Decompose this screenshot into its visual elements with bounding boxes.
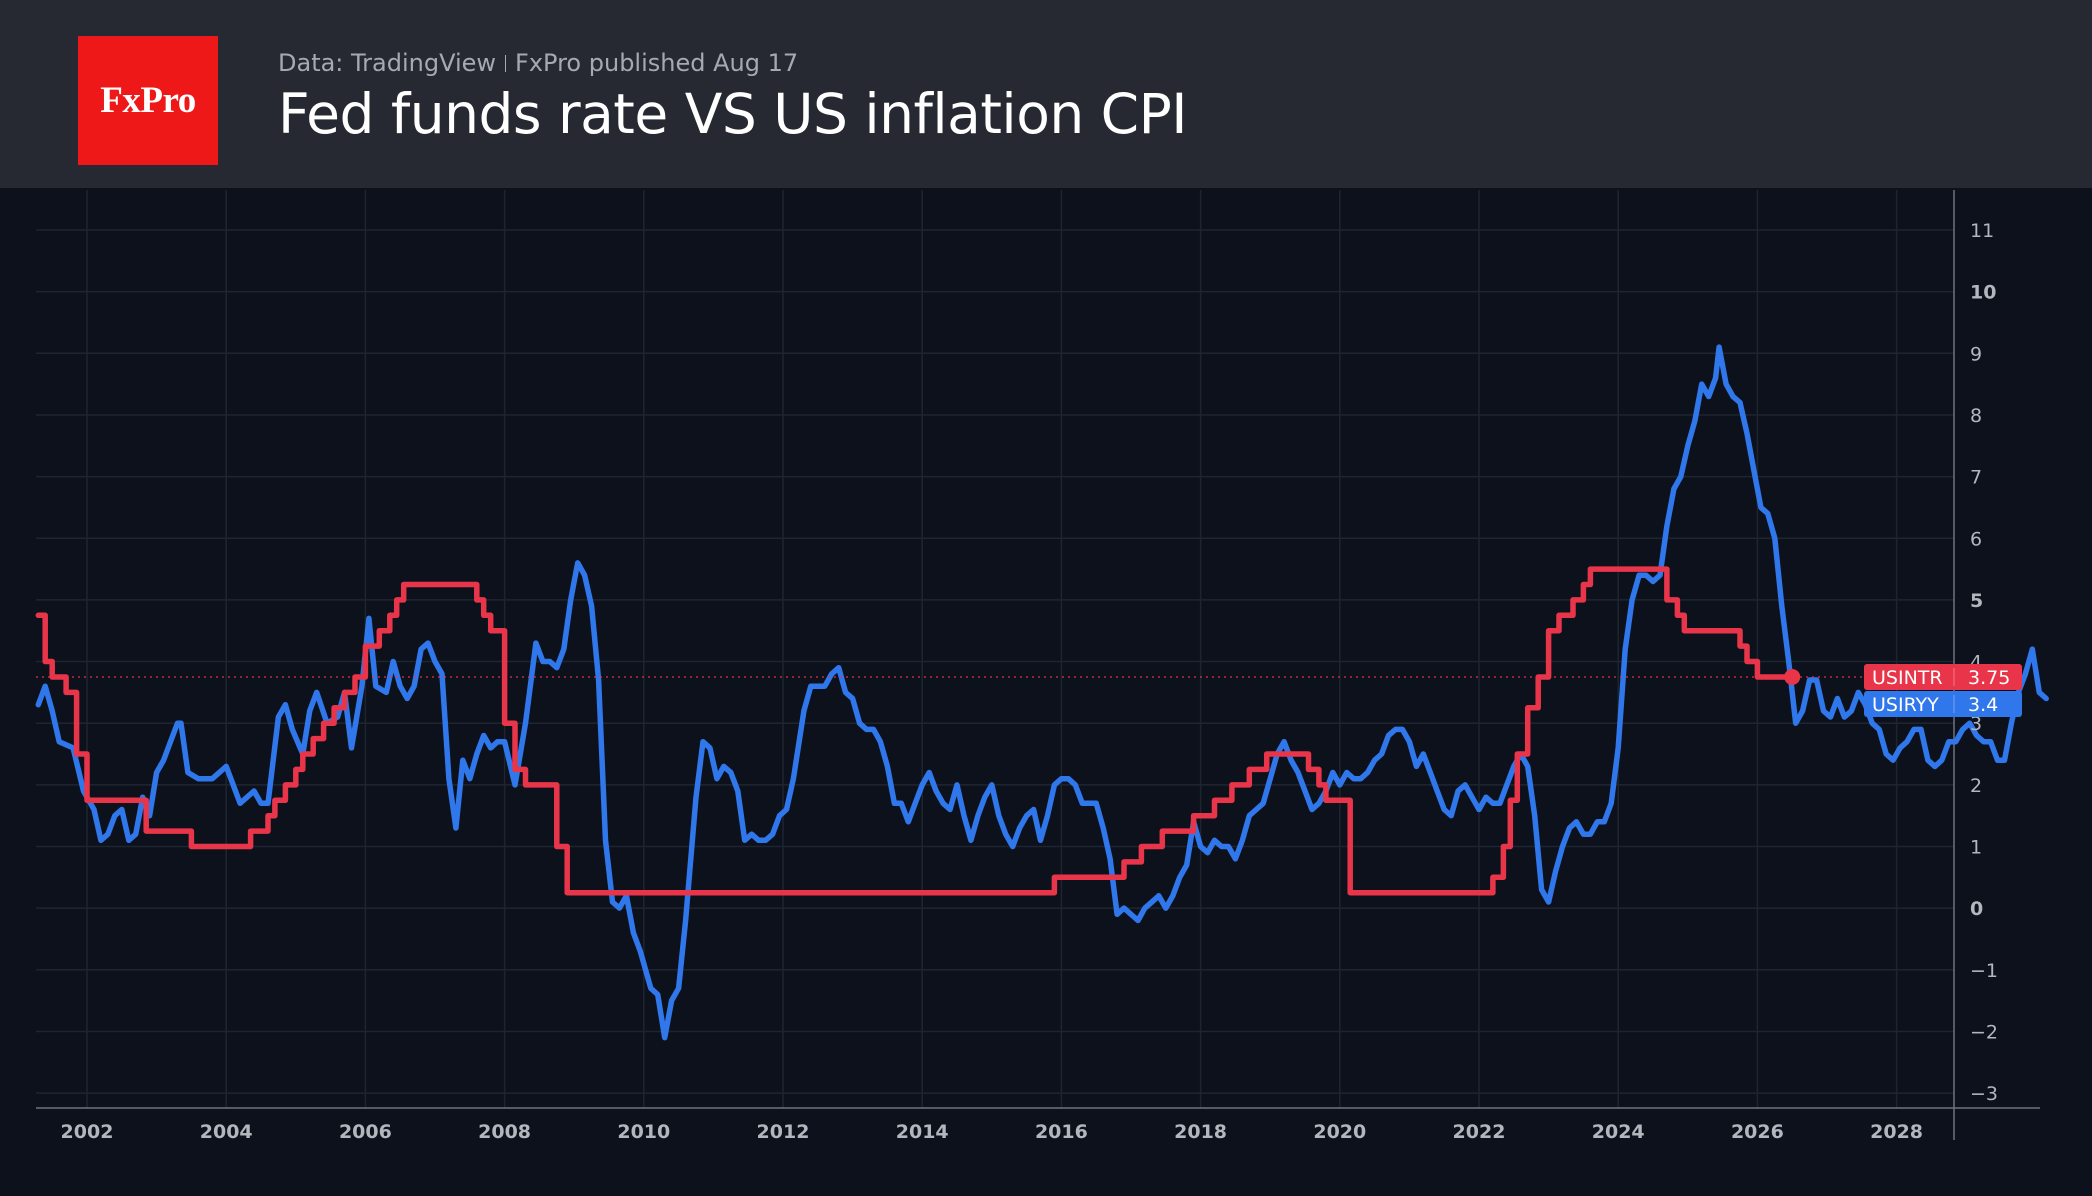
x-tick-label: 2018 (1174, 1121, 1227, 1143)
y-tick-label: 3 (1970, 713, 1982, 735)
x-tick-label: 2028 (1870, 1121, 1923, 1143)
series-lines (0, 190, 2049, 1108)
x-tick-label: 2008 (478, 1121, 531, 1143)
y-tick-label: 8 (1970, 405, 1982, 427)
series-line-usintr (35, 566, 1795, 896)
series-line-usiryy (35, 344, 2049, 1041)
x-tick-label: 2024 (1592, 1121, 1645, 1143)
chart-header: FxPro Data: TradingView FxPro published A… (0, 0, 2092, 188)
y-tick-label: 1 (1970, 837, 1982, 859)
x-tick-label: 2002 (61, 1121, 114, 1143)
y-tick-label: 11 (1970, 220, 1994, 242)
price-tag-value: 3.4 (1968, 694, 1998, 716)
chart-title: Fed funds rate VS US inflation CPI (278, 82, 1187, 146)
price-tag-value: 3.75 (1968, 667, 2010, 689)
x-tick-label: 2006 (339, 1121, 392, 1143)
data-source: Data: TradingView (278, 49, 497, 77)
axes (36, 190, 2040, 1140)
y-tick-label: −1 (1970, 960, 1998, 982)
published-note: FxPro published Aug 17 (515, 49, 799, 77)
y-tick-label: 5 (1970, 590, 1983, 612)
price-tag-usintr (1864, 663, 2022, 690)
y-tick-label: −3 (1970, 1083, 1998, 1105)
y-tick-label: −2 (1970, 1021, 1998, 1043)
chart-subtitle: Data: TradingView FxPro published Aug 17 (278, 49, 798, 77)
grid-lines (36, 190, 1954, 1108)
x-tick-label: 2016 (1035, 1121, 1088, 1143)
y-tick-label: 6 (1970, 528, 1982, 550)
logo-text: FxPro (100, 80, 196, 121)
y-tick-label: 0 (1970, 898, 1983, 920)
price-tag-name: USIRYY (1872, 694, 1939, 716)
fxpro-logo: FxPro (78, 36, 218, 165)
y-tick-label: 2 (1970, 775, 1982, 797)
price-tag-usiryy (1864, 690, 2022, 717)
x-tick-label: 2014 (896, 1121, 949, 1143)
x-tick-label: 2004 (200, 1121, 253, 1143)
subtitle-separator (505, 55, 507, 72)
price-tag-name: USINTR (1872, 667, 1943, 689)
price-tags: USINTR 3.75 USIRYY 3.4 (36, 663, 2022, 717)
last-value-marker (1784, 668, 1801, 685)
x-tick-label: 2026 (1731, 1121, 1784, 1143)
x-tick-label: 2012 (757, 1121, 810, 1143)
y-tick-label: 10 (1970, 282, 1996, 304)
y-tick-label: 9 (1970, 343, 1982, 365)
x-tick-label: 2022 (1453, 1121, 1506, 1143)
left-mask (0, 190, 34, 1108)
y-tick-label: 7 (1970, 467, 1982, 489)
x-tick-label: 2020 (1313, 1121, 1366, 1143)
x-tick-label: 2010 (617, 1121, 670, 1143)
